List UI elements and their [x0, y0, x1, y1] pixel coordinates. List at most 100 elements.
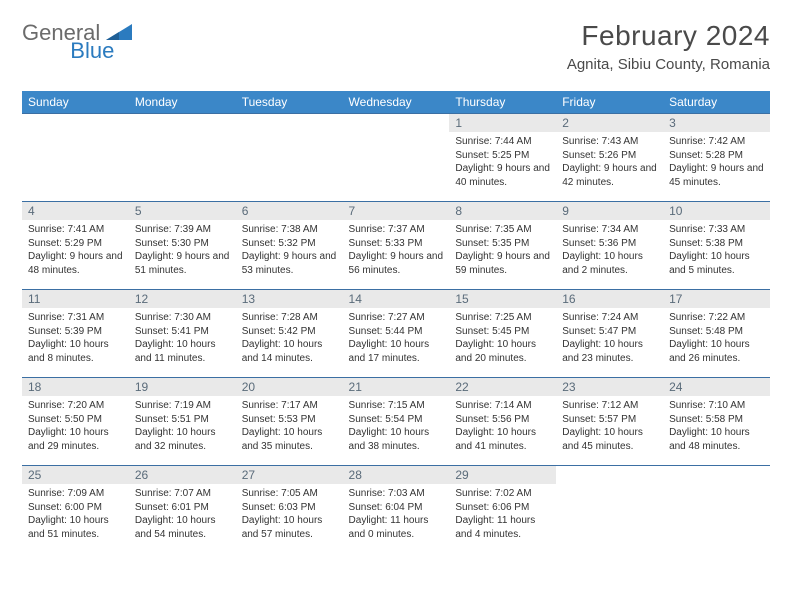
day-number: 16	[556, 290, 663, 308]
day-number: 26	[129, 466, 236, 484]
sunset-text: Sunset: 5:36 PM	[562, 237, 657, 251]
sunrise-text: Sunrise: 7:10 AM	[669, 399, 764, 413]
day-details: Sunrise: 7:15 AMSunset: 5:54 PMDaylight:…	[343, 396, 450, 459]
day-details: Sunrise: 7:12 AMSunset: 5:57 PMDaylight:…	[556, 396, 663, 459]
daylight-text: Daylight: 9 hours and 59 minutes.	[455, 250, 550, 277]
page-header: General Blue February 2024 Agnita, Sibiu…	[22, 20, 770, 73]
sunset-text: Sunset: 5:26 PM	[562, 149, 657, 163]
day-details: Sunrise: 7:30 AMSunset: 5:41 PMDaylight:…	[129, 308, 236, 371]
sunrise-text: Sunrise: 7:03 AM	[349, 487, 444, 501]
day-number: 2	[556, 114, 663, 132]
day-details: Sunrise: 7:19 AMSunset: 5:51 PMDaylight:…	[129, 396, 236, 459]
day-number: 1	[449, 114, 556, 132]
day-details: Sunrise: 7:34 AMSunset: 5:36 PMDaylight:…	[556, 220, 663, 283]
daylight-text: Daylight: 9 hours and 45 minutes.	[669, 162, 764, 189]
daylight-text: Daylight: 11 hours and 4 minutes.	[455, 514, 550, 541]
sunset-text: Sunset: 5:58 PM	[669, 413, 764, 427]
sunrise-text: Sunrise: 7:41 AM	[28, 223, 123, 237]
calendar-day-cell: 24Sunrise: 7:10 AMSunset: 5:58 PMDayligh…	[663, 378, 770, 466]
daylight-text: Daylight: 9 hours and 42 minutes.	[562, 162, 657, 189]
sunset-text: Sunset: 5:53 PM	[242, 413, 337, 427]
day-number: 7	[343, 202, 450, 220]
sunset-text: Sunset: 5:44 PM	[349, 325, 444, 339]
calendar-empty-cell	[22, 114, 129, 202]
calendar-empty-cell	[343, 114, 450, 202]
logo: General Blue	[22, 20, 176, 46]
day-number: 11	[22, 290, 129, 308]
daylight-text: Daylight: 10 hours and 11 minutes.	[135, 338, 230, 365]
day-number-empty	[22, 114, 129, 132]
sunset-text: Sunset: 5:41 PM	[135, 325, 230, 339]
calendar-day-cell: 9Sunrise: 7:34 AMSunset: 5:36 PMDaylight…	[556, 202, 663, 290]
sunrise-text: Sunrise: 7:05 AM	[242, 487, 337, 501]
day-number: 5	[129, 202, 236, 220]
sunset-text: Sunset: 6:03 PM	[242, 501, 337, 515]
sunrise-text: Sunrise: 7:37 AM	[349, 223, 444, 237]
day-number: 25	[22, 466, 129, 484]
calendar-day-cell: 22Sunrise: 7:14 AMSunset: 5:56 PMDayligh…	[449, 378, 556, 466]
calendar-day-cell: 19Sunrise: 7:19 AMSunset: 5:51 PMDayligh…	[129, 378, 236, 466]
daylight-text: Daylight: 10 hours and 38 minutes.	[349, 426, 444, 453]
calendar-day-cell: 18Sunrise: 7:20 AMSunset: 5:50 PMDayligh…	[22, 378, 129, 466]
sunset-text: Sunset: 5:42 PM	[242, 325, 337, 339]
day-details: Sunrise: 7:17 AMSunset: 5:53 PMDaylight:…	[236, 396, 343, 459]
day-number: 4	[22, 202, 129, 220]
calendar-day-cell: 23Sunrise: 7:12 AMSunset: 5:57 PMDayligh…	[556, 378, 663, 466]
day-details: Sunrise: 7:42 AMSunset: 5:28 PMDaylight:…	[663, 132, 770, 195]
sunset-text: Sunset: 6:01 PM	[135, 501, 230, 515]
weekday-header: Saturday	[663, 91, 770, 114]
calendar-empty-cell	[663, 466, 770, 554]
sunrise-text: Sunrise: 7:15 AM	[349, 399, 444, 413]
day-number: 17	[663, 290, 770, 308]
calendar-day-cell: 17Sunrise: 7:22 AMSunset: 5:48 PMDayligh…	[663, 290, 770, 378]
daylight-text: Daylight: 10 hours and 41 minutes.	[455, 426, 550, 453]
calendar-day-cell: 1Sunrise: 7:44 AMSunset: 5:25 PMDaylight…	[449, 114, 556, 202]
day-details: Sunrise: 7:28 AMSunset: 5:42 PMDaylight:…	[236, 308, 343, 371]
day-details: Sunrise: 7:03 AMSunset: 6:04 PMDaylight:…	[343, 484, 450, 547]
day-details: Sunrise: 7:31 AMSunset: 5:39 PMDaylight:…	[22, 308, 129, 371]
daylight-text: Daylight: 10 hours and 26 minutes.	[669, 338, 764, 365]
calendar-day-cell: 4Sunrise: 7:41 AMSunset: 5:29 PMDaylight…	[22, 202, 129, 290]
calendar-day-cell: 25Sunrise: 7:09 AMSunset: 6:00 PMDayligh…	[22, 466, 129, 554]
day-details: Sunrise: 7:35 AMSunset: 5:35 PMDaylight:…	[449, 220, 556, 283]
calendar-day-cell: 3Sunrise: 7:42 AMSunset: 5:28 PMDaylight…	[663, 114, 770, 202]
day-number: 18	[22, 378, 129, 396]
calendar-day-cell: 13Sunrise: 7:28 AMSunset: 5:42 PMDayligh…	[236, 290, 343, 378]
sunset-text: Sunset: 5:50 PM	[28, 413, 123, 427]
daylight-text: Daylight: 10 hours and 17 minutes.	[349, 338, 444, 365]
title-block: February 2024 Agnita, Sibiu County, Roma…	[567, 20, 770, 73]
day-number-empty	[236, 114, 343, 132]
daylight-text: Daylight: 10 hours and 5 minutes.	[669, 250, 764, 277]
day-details: Sunrise: 7:20 AMSunset: 5:50 PMDaylight:…	[22, 396, 129, 459]
day-number: 6	[236, 202, 343, 220]
sunset-text: Sunset: 5:38 PM	[669, 237, 764, 251]
calendar-day-cell: 5Sunrise: 7:39 AMSunset: 5:30 PMDaylight…	[129, 202, 236, 290]
calendar-week-row: 4Sunrise: 7:41 AMSunset: 5:29 PMDaylight…	[22, 202, 770, 290]
sunset-text: Sunset: 6:04 PM	[349, 501, 444, 515]
day-number: 15	[449, 290, 556, 308]
sunset-text: Sunset: 5:35 PM	[455, 237, 550, 251]
day-details: Sunrise: 7:02 AMSunset: 6:06 PMDaylight:…	[449, 484, 556, 547]
day-number: 20	[236, 378, 343, 396]
weekday-header: Friday	[556, 91, 663, 114]
sunset-text: Sunset: 6:06 PM	[455, 501, 550, 515]
day-details: Sunrise: 7:43 AMSunset: 5:26 PMDaylight:…	[556, 132, 663, 195]
calendar-day-cell: 26Sunrise: 7:07 AMSunset: 6:01 PMDayligh…	[129, 466, 236, 554]
day-number: 10	[663, 202, 770, 220]
sunset-text: Sunset: 5:32 PM	[242, 237, 337, 251]
calendar-day-cell: 6Sunrise: 7:38 AMSunset: 5:32 PMDaylight…	[236, 202, 343, 290]
sunrise-text: Sunrise: 7:30 AM	[135, 311, 230, 325]
daylight-text: Daylight: 10 hours and 14 minutes.	[242, 338, 337, 365]
sunset-text: Sunset: 5:28 PM	[669, 149, 764, 163]
daylight-text: Daylight: 9 hours and 56 minutes.	[349, 250, 444, 277]
calendar-week-row: 18Sunrise: 7:20 AMSunset: 5:50 PMDayligh…	[22, 378, 770, 466]
daylight-text: Daylight: 10 hours and 2 minutes.	[562, 250, 657, 277]
calendar-day-cell: 12Sunrise: 7:30 AMSunset: 5:41 PMDayligh…	[129, 290, 236, 378]
calendar-day-cell: 16Sunrise: 7:24 AMSunset: 5:47 PMDayligh…	[556, 290, 663, 378]
calendar-day-cell: 28Sunrise: 7:03 AMSunset: 6:04 PMDayligh…	[343, 466, 450, 554]
day-number: 19	[129, 378, 236, 396]
sunrise-text: Sunrise: 7:24 AM	[562, 311, 657, 325]
daylight-text: Daylight: 10 hours and 20 minutes.	[455, 338, 550, 365]
daylight-text: Daylight: 10 hours and 29 minutes.	[28, 426, 123, 453]
day-number-empty	[129, 114, 236, 132]
